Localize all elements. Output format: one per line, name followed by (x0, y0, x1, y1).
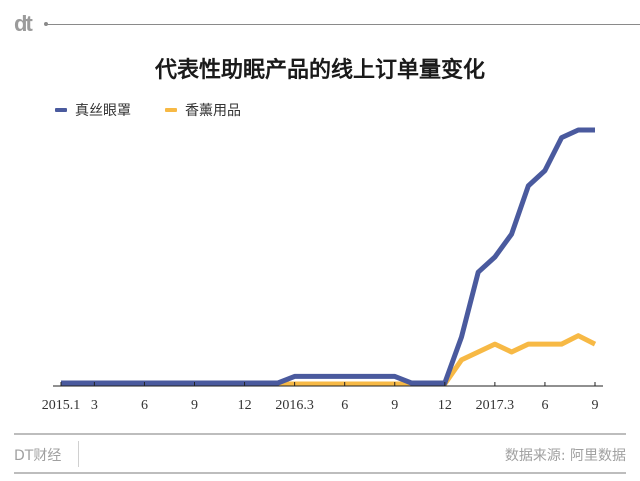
x-tick-label: 3 (91, 398, 98, 413)
x-tick-label: 6 (141, 398, 148, 413)
footer-top-rule (14, 433, 626, 435)
data-source: 数据来源: 阿里数据 (504, 448, 626, 464)
x-tick-label: 6 (541, 398, 548, 413)
legend-item-silk-eye-mask: 真丝眼罩 (55, 100, 131, 120)
chart-legend: 真丝眼罩 香薰用品 (55, 100, 241, 120)
dt-logo: dt (14, 11, 33, 36)
x-tick-label: 9 (391, 398, 398, 413)
x-tick-label: 12 (438, 398, 452, 413)
x-tick-label: 2015.1 (42, 398, 81, 413)
x-tick-label: 12 (238, 398, 252, 413)
footer-separator (78, 441, 79, 467)
chart-series (61, 127, 597, 387)
series-line (61, 127, 595, 386)
legend-item-aromatherapy: 香薰用品 (165, 100, 241, 120)
legend-swatch-icon (55, 108, 67, 112)
legend-label: 真丝眼罩 (75, 103, 131, 119)
x-tick-label: 2016.3 (275, 398, 314, 413)
legend-swatch-icon (165, 108, 177, 112)
x-tick-label: 6 (341, 398, 348, 413)
footer-brand: DT财经 (14, 448, 62, 464)
footer-bottom-rule (14, 472, 626, 474)
chart-title: 代表性助眠产品的线上订单量变化 (154, 58, 485, 83)
x-tick-label: 2017.3 (476, 398, 515, 413)
x-tick-label: 9 (592, 398, 599, 413)
x-tick-label: 9 (191, 398, 198, 413)
header-rule (46, 24, 640, 25)
legend-label: 香薰用品 (185, 103, 241, 119)
x-axis-ticks: 2015.1 3 6 9 12 2016.3 6 9 12 2017.3 6 9 (42, 382, 599, 413)
